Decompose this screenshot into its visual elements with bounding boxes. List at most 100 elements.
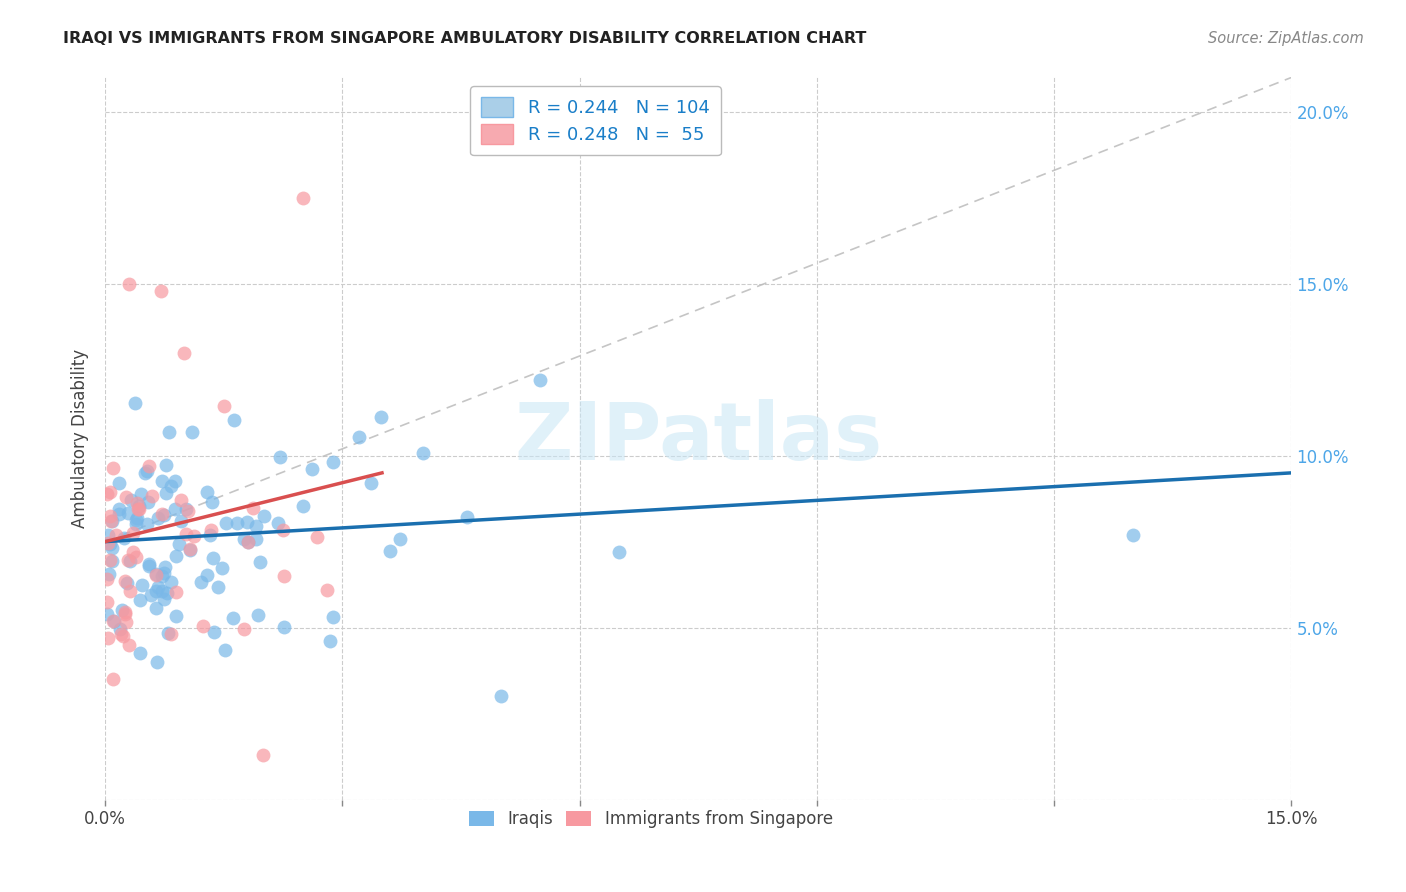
Point <box>127 502 149 516</box>
Point <box>98 553 121 567</box>
Point <box>150 507 173 521</box>
Point <box>96 595 118 609</box>
Point <box>145 566 167 581</box>
Point <box>214 400 236 414</box>
Point <box>120 492 142 507</box>
Point <box>273 568 295 582</box>
Point <box>98 567 121 582</box>
Point <box>253 508 276 523</box>
Point <box>200 523 222 537</box>
Point <box>378 544 401 558</box>
Point <box>242 500 264 515</box>
Point <box>202 624 225 639</box>
Point <box>195 568 218 582</box>
Point <box>152 474 174 488</box>
Point <box>160 574 183 589</box>
Point <box>108 508 131 522</box>
Point <box>170 493 193 508</box>
Point <box>157 425 180 439</box>
Point <box>146 655 169 669</box>
Point <box>110 627 132 641</box>
Point <box>111 603 134 617</box>
Point <box>179 543 201 558</box>
Point <box>202 550 225 565</box>
Point <box>115 490 138 504</box>
Point <box>165 501 187 516</box>
Point <box>160 479 183 493</box>
Point <box>127 511 149 525</box>
Point <box>125 517 148 532</box>
Point <box>152 591 174 606</box>
Point <box>101 461 124 475</box>
Point <box>236 534 259 549</box>
Point <box>96 487 118 501</box>
Point <box>136 464 159 478</box>
Point <box>114 607 136 621</box>
Point <box>174 527 197 541</box>
Point <box>269 450 291 464</box>
Point <box>134 466 156 480</box>
Point <box>173 345 195 359</box>
Point <box>165 608 187 623</box>
Point <box>245 532 267 546</box>
Point <box>347 430 370 444</box>
Point <box>226 516 249 531</box>
Point <box>149 284 172 298</box>
Point <box>138 458 160 473</box>
Point <box>138 495 160 509</box>
Point <box>129 487 152 501</box>
Point <box>233 532 256 546</box>
Point <box>131 578 153 592</box>
Point <box>150 584 173 599</box>
Point <box>167 537 190 551</box>
Point <box>389 533 412 547</box>
Point <box>315 583 337 598</box>
Text: Source: ZipAtlas.com: Source: ZipAtlas.com <box>1208 31 1364 46</box>
Point <box>236 535 259 549</box>
Point <box>456 510 478 524</box>
Point <box>100 514 122 528</box>
Point <box>138 558 160 573</box>
Point <box>273 620 295 634</box>
Point <box>247 608 270 623</box>
Point <box>170 514 193 528</box>
Point <box>120 584 142 599</box>
Point <box>139 588 162 602</box>
Point <box>198 528 221 542</box>
Point <box>322 609 344 624</box>
Point <box>122 545 145 559</box>
Point <box>181 425 204 439</box>
Point <box>360 476 382 491</box>
Point <box>138 557 160 571</box>
Point <box>118 638 141 652</box>
Point <box>207 580 229 594</box>
Point <box>118 277 141 291</box>
Point <box>128 500 150 514</box>
Point <box>152 566 174 580</box>
Point <box>157 625 180 640</box>
Point <box>129 592 152 607</box>
Point <box>211 561 233 575</box>
Point <box>191 619 214 633</box>
Point <box>118 554 141 568</box>
Point <box>98 508 121 523</box>
Point <box>1122 528 1144 542</box>
Point <box>107 476 129 491</box>
Point <box>112 531 135 545</box>
Point <box>125 496 148 510</box>
Text: IRAQI VS IMMIGRANTS FROM SINGAPORE AMBULATORY DISABILITY CORRELATION CHART: IRAQI VS IMMIGRANTS FROM SINGAPORE AMBUL… <box>63 31 866 46</box>
Point <box>232 622 254 636</box>
Point <box>101 672 124 686</box>
Point <box>155 486 177 500</box>
Point <box>125 513 148 527</box>
Point <box>245 519 267 533</box>
Point <box>222 611 245 625</box>
Point <box>117 506 139 520</box>
Point <box>135 517 157 532</box>
Point <box>100 515 122 529</box>
Point <box>114 574 136 588</box>
Point <box>165 474 187 488</box>
Point <box>98 484 121 499</box>
Point <box>301 462 323 476</box>
Point <box>150 569 173 583</box>
